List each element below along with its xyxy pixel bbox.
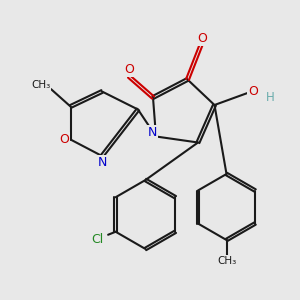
Text: CH₃: CH₃ — [31, 80, 50, 91]
Text: O: O — [124, 63, 134, 76]
Text: N: N — [148, 126, 157, 140]
Text: H: H — [266, 91, 274, 104]
Text: N: N — [97, 156, 107, 169]
Text: Cl: Cl — [92, 233, 104, 246]
Text: O: O — [198, 32, 207, 45]
Text: O: O — [59, 133, 69, 146]
Text: CH₃: CH₃ — [217, 256, 236, 266]
Text: O: O — [248, 85, 258, 98]
